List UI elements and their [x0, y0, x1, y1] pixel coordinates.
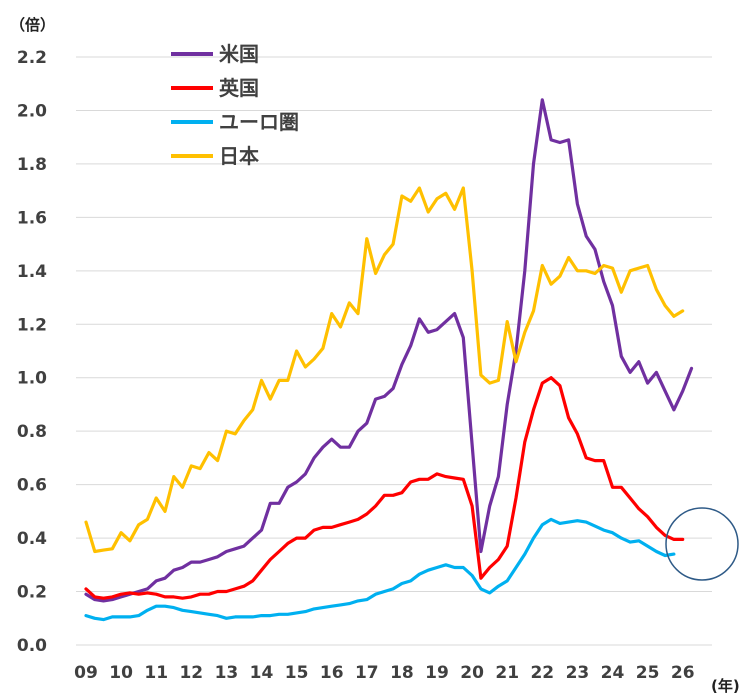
- x-tick-label: 24: [601, 663, 625, 683]
- x-tick-label: 16: [320, 663, 344, 683]
- x-tick-label: 20: [460, 663, 484, 683]
- x-tick-label: 19: [425, 663, 449, 683]
- x-unit-label: (年): [711, 677, 740, 695]
- y-tick-label: 2.0: [17, 101, 47, 121]
- y-tick-label: 1.0: [17, 369, 47, 389]
- gridlines: [76, 56, 712, 646]
- x-tick-label: 22: [530, 663, 554, 683]
- x-tick-label: 15: [285, 663, 309, 683]
- y-tick-label: 1.6: [17, 208, 47, 228]
- x-tick-label: 17: [355, 663, 379, 683]
- highlight-circle: [665, 507, 739, 581]
- x-tick-label: 25: [636, 663, 660, 683]
- x-tick-label: 10: [109, 663, 133, 683]
- y-tick-label: 1.2: [17, 315, 47, 335]
- x-tick-label: 12: [179, 663, 203, 683]
- y-tick-label: 2.2: [17, 48, 47, 68]
- x-tick-label: 21: [495, 663, 519, 683]
- y-tick-label: 0.0: [17, 636, 47, 656]
- x-tick-label: 23: [566, 663, 590, 683]
- legend-label: 米国: [219, 42, 259, 66]
- y-tick-label: 1.4: [17, 262, 47, 282]
- y-tick-label: 0.2: [17, 583, 47, 603]
- x-tick-label: 13: [215, 663, 239, 683]
- x-tick-label: 09: [74, 663, 98, 683]
- y-tick-label: 0.4: [17, 529, 47, 549]
- series-line-0: [84, 98, 694, 603]
- x-tick-label: 18: [390, 663, 414, 683]
- legend-label: 英国: [219, 76, 259, 100]
- legend-label: ユーロ圏: [219, 110, 299, 134]
- y-tick-label: 0.8: [17, 422, 47, 442]
- y-tick-label: 0.6: [17, 476, 47, 496]
- series-lines: [84, 98, 694, 622]
- series-line-1: [84, 376, 685, 600]
- legend-label: 日本: [219, 144, 259, 168]
- y-axis-ticks: 0.0 0.2 0.4 0.6 0.8 1.0 1.2 1.4 1.6 1.8 2.0 2.2: [17, 48, 47, 656]
- x-tick-label: 14: [250, 663, 274, 683]
- y-unit-label: （倍）: [10, 16, 55, 34]
- y-tick-label: 1.8: [17, 155, 47, 175]
- series-line-2: [84, 517, 676, 622]
- series-line-3: [84, 186, 685, 554]
- x-axis-ticks: 09 10 11 12 13 14 15 16 17 18 19 20 21 22 23 24 25 26: [74, 663, 694, 683]
- x-tick-label: 11: [144, 663, 168, 683]
- x-tick-label: 26: [671, 663, 695, 683]
